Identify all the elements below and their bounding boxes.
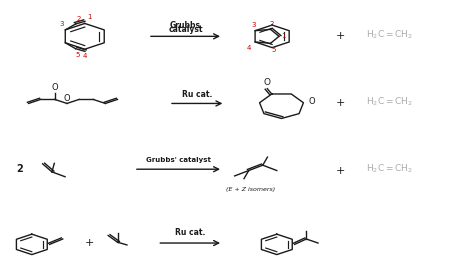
- Text: (E + Z isomers): (E + Z isomers): [227, 187, 276, 192]
- Text: O: O: [52, 83, 58, 92]
- Text: +: +: [336, 31, 345, 41]
- Text: Ru cat.: Ru cat.: [182, 90, 212, 99]
- Text: 1: 1: [87, 15, 91, 21]
- Text: +: +: [85, 238, 94, 248]
- Text: 4: 4: [247, 45, 251, 51]
- Text: catalyst: catalyst: [168, 25, 203, 34]
- Text: $\mathregular{H_2C{=}CH_2}$: $\mathregular{H_2C{=}CH_2}$: [366, 163, 413, 175]
- Text: $\mathregular{H_2C{=}CH_2}$: $\mathregular{H_2C{=}CH_2}$: [366, 29, 413, 41]
- Text: 2: 2: [77, 16, 82, 22]
- Text: 2: 2: [269, 21, 273, 27]
- Text: O: O: [264, 78, 271, 87]
- Text: 2: 2: [16, 164, 23, 174]
- Text: +: +: [336, 98, 345, 109]
- Text: 5: 5: [272, 47, 276, 53]
- Text: Grubbs: Grubbs: [170, 21, 201, 30]
- Text: O: O: [308, 97, 315, 106]
- Text: Ru cat.: Ru cat.: [175, 229, 205, 237]
- Text: 4: 4: [82, 53, 87, 59]
- Text: O: O: [64, 94, 70, 103]
- Text: 3: 3: [60, 21, 64, 27]
- Text: $\mathregular{H_2C{=}CH_2}$: $\mathregular{H_2C{=}CH_2}$: [366, 96, 413, 108]
- Text: 5: 5: [75, 52, 80, 58]
- Text: 3: 3: [252, 22, 256, 28]
- Text: +: +: [336, 165, 345, 176]
- Text: Grubbs' catalyst: Grubbs' catalyst: [146, 156, 211, 162]
- Text: 1: 1: [282, 33, 286, 39]
